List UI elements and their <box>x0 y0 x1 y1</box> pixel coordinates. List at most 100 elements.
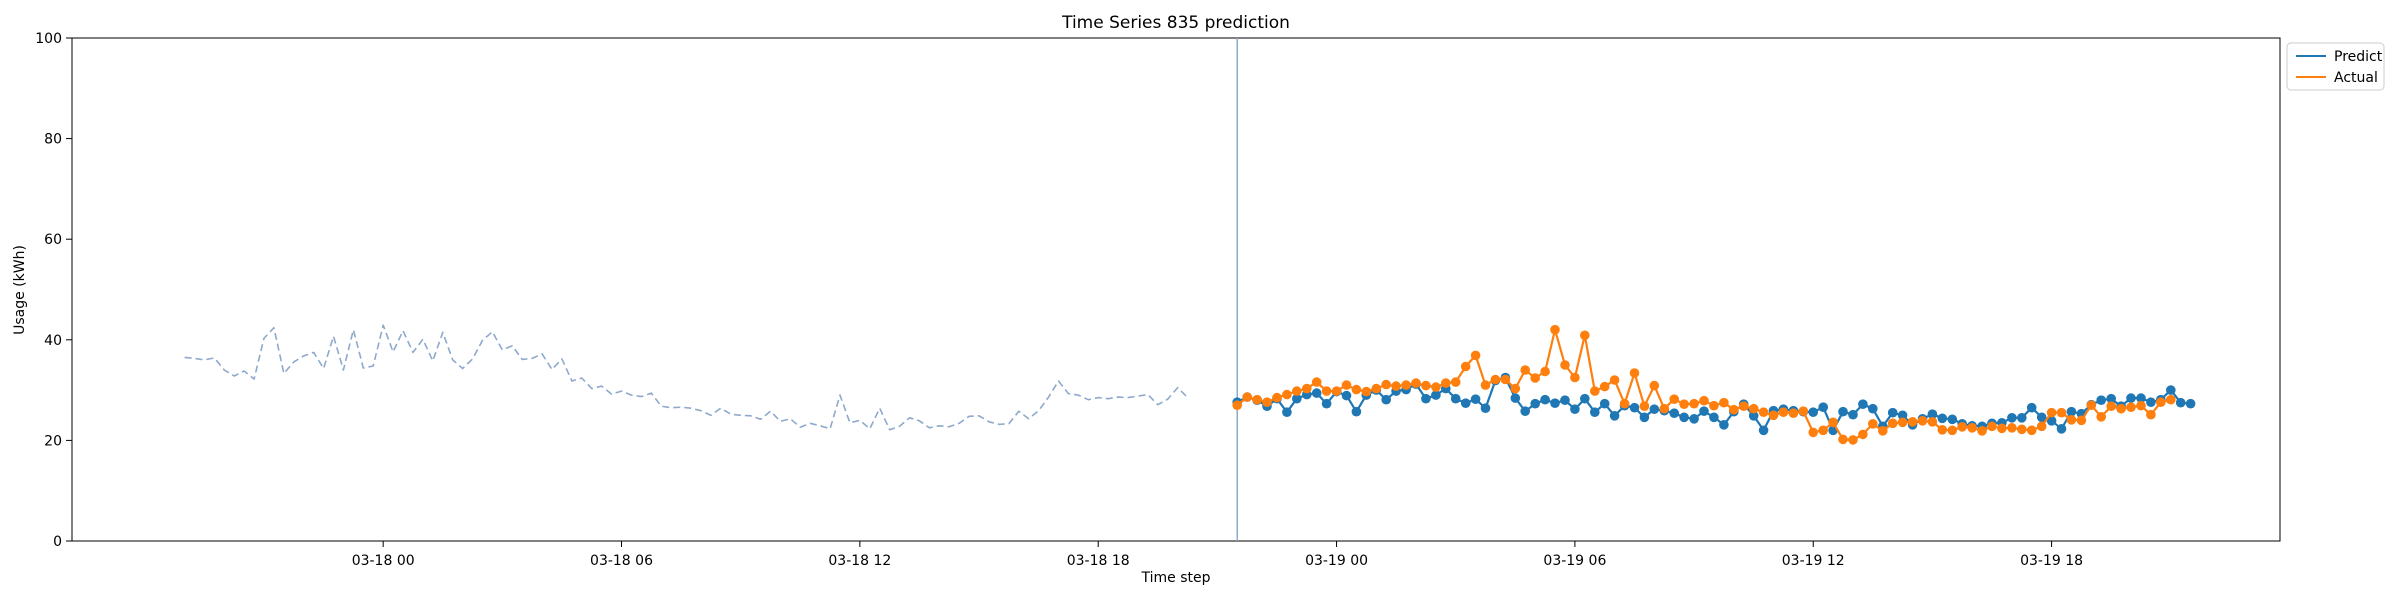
data-point-predict <box>1649 404 1660 415</box>
data-point-predict <box>1292 393 1302 404</box>
data-point-predict <box>1699 406 1709 417</box>
data-point-actual <box>1669 394 1679 405</box>
data-point-actual <box>1679 399 1689 410</box>
data-point-actual <box>2056 407 2067 418</box>
chart-title: Time Series 835 prediction <box>1061 13 1290 33</box>
y-tick-label: 80 <box>44 132 62 148</box>
data-point-predict <box>1480 403 1491 414</box>
y-tick-label: 60 <box>44 232 62 248</box>
data-point-actual <box>1838 434 1848 445</box>
data-point-actual <box>1748 403 1759 414</box>
data-point-actual <box>1391 381 1401 391</box>
data-point-predict <box>1341 390 1352 401</box>
data-point-actual <box>1302 383 1312 394</box>
data-point-predict <box>1421 393 1431 404</box>
y-axis-label: Usage (kWh) <box>12 245 28 335</box>
data-point-actual <box>2166 394 2176 405</box>
data-point-predict <box>1321 398 1332 409</box>
data-point-predict <box>1351 406 1362 417</box>
data-point-predict <box>2026 402 2037 413</box>
data-point-actual <box>1421 380 1431 391</box>
data-point-actual <box>1570 372 1580 383</box>
x-axis-label: Time step <box>1141 570 1211 586</box>
data-point-predict <box>1599 398 1610 409</box>
data-point-actual <box>2146 409 2156 420</box>
data-point-predict <box>1709 412 1719 423</box>
plot-frame <box>71 37 2281 542</box>
data-point-actual <box>1351 384 1362 395</box>
data-point-actual <box>1292 386 1302 396</box>
y-tick-label: 20 <box>44 433 62 449</box>
data-point-actual <box>1530 373 1540 383</box>
x-tick-label: 03-18 18 <box>1067 553 1130 569</box>
data-point-actual <box>2046 407 2057 418</box>
data-point-actual <box>1719 397 1729 408</box>
data-point-predict <box>1927 409 1938 420</box>
data-point-actual <box>1331 386 1342 396</box>
data-point-predict <box>1639 412 1650 423</box>
data-point-predict <box>1947 414 1958 425</box>
data-point-actual <box>1450 377 1461 387</box>
data-point-actual <box>2116 403 2126 414</box>
data-point-actual <box>1401 380 1411 390</box>
data-point-actual <box>1709 400 1719 411</box>
data-point-actual <box>1977 426 1987 436</box>
legend-label-predict: Predict <box>2334 49 2383 65</box>
data-point-actual <box>1768 410 1779 421</box>
data-point-actual <box>1997 423 2007 434</box>
data-point-predict <box>1609 411 1620 421</box>
data-point-actual <box>2076 415 2087 426</box>
y-tick-label: 100 <box>35 31 62 47</box>
data-point-actual <box>1232 400 1242 411</box>
data-point-actual <box>1798 406 1809 417</box>
plot-area: 0 20 40 60 80 100 03-18 00 03-18 06 03-18 12 03-1… <box>35 31 2281 569</box>
data-point-actual <box>1321 386 1332 396</box>
data-point-actual <box>1987 421 1997 432</box>
data-point-actual <box>1828 417 1838 428</box>
data-point-actual <box>2106 401 2116 412</box>
data-point-predict <box>1560 395 1570 406</box>
data-point-actual <box>1460 361 1471 372</box>
data-point-predict <box>1510 393 1521 403</box>
data-point-actual <box>1619 398 1630 409</box>
data-point-actual <box>1629 368 1640 378</box>
series-line-history <box>184 324 1189 431</box>
data-point-actual <box>2096 412 2106 422</box>
data-point-actual <box>1729 404 1739 415</box>
x-tick-label: 03-18 06 <box>590 553 653 569</box>
data-point-actual <box>1778 407 1789 418</box>
data-point-actual <box>1927 417 1938 427</box>
data-point-actual <box>2066 415 2077 425</box>
data-point-predict <box>1570 404 1580 415</box>
data-point-actual <box>1411 378 1421 388</box>
data-point-actual <box>1441 378 1451 388</box>
data-point-predict <box>1937 413 1948 424</box>
data-point-actual <box>1599 381 1610 392</box>
data-point-actual <box>1500 374 1511 385</box>
data-point-actual <box>1738 401 1749 412</box>
data-point-actual <box>1917 416 1928 426</box>
data-point-actual <box>1957 422 1967 432</box>
data-point-actual <box>2136 400 2146 411</box>
x-tick-label: 03-19 12 <box>1782 553 1845 569</box>
data-point-predict <box>2175 397 2186 408</box>
data-point-predict <box>1848 409 1858 420</box>
legend-box <box>2286 42 2385 91</box>
data-point-predict <box>2185 398 2196 409</box>
data-point-actual <box>1252 394 1262 405</box>
x-tick-label: 03-19 00 <box>1305 553 1368 569</box>
data-point-actual <box>1689 398 1699 409</box>
data-point-actual <box>1758 407 1769 418</box>
data-point-actual <box>1609 375 1620 385</box>
data-point-predict <box>1470 394 1481 405</box>
data-point-actual <box>1590 386 1600 396</box>
data-point-predict <box>1520 406 1530 417</box>
data-point-actual <box>1272 392 1282 403</box>
data-point-actual <box>1341 380 1352 390</box>
data-point-predict <box>1311 388 1322 398</box>
data-point-predict <box>1897 410 1908 421</box>
data-point-actual <box>1848 435 1858 445</box>
data-point-predict <box>1381 394 1391 405</box>
